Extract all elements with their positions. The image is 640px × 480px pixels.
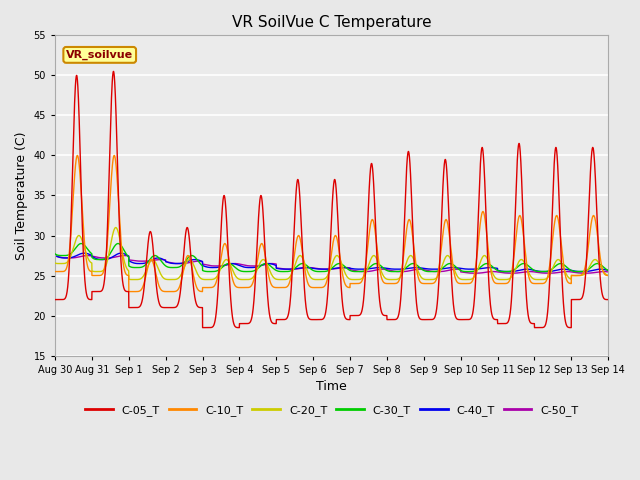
Text: VR_soilvue: VR_soilvue <box>66 50 133 60</box>
Title: VR SoilVue C Temperature: VR SoilVue C Temperature <box>232 15 431 30</box>
X-axis label: Time: Time <box>316 380 347 393</box>
Y-axis label: Soil Temperature (C): Soil Temperature (C) <box>15 131 28 260</box>
Legend: C-05_T, C-10_T, C-20_T, C-30_T, C-40_T, C-50_T: C-05_T, C-10_T, C-20_T, C-30_T, C-40_T, … <box>81 401 583 420</box>
